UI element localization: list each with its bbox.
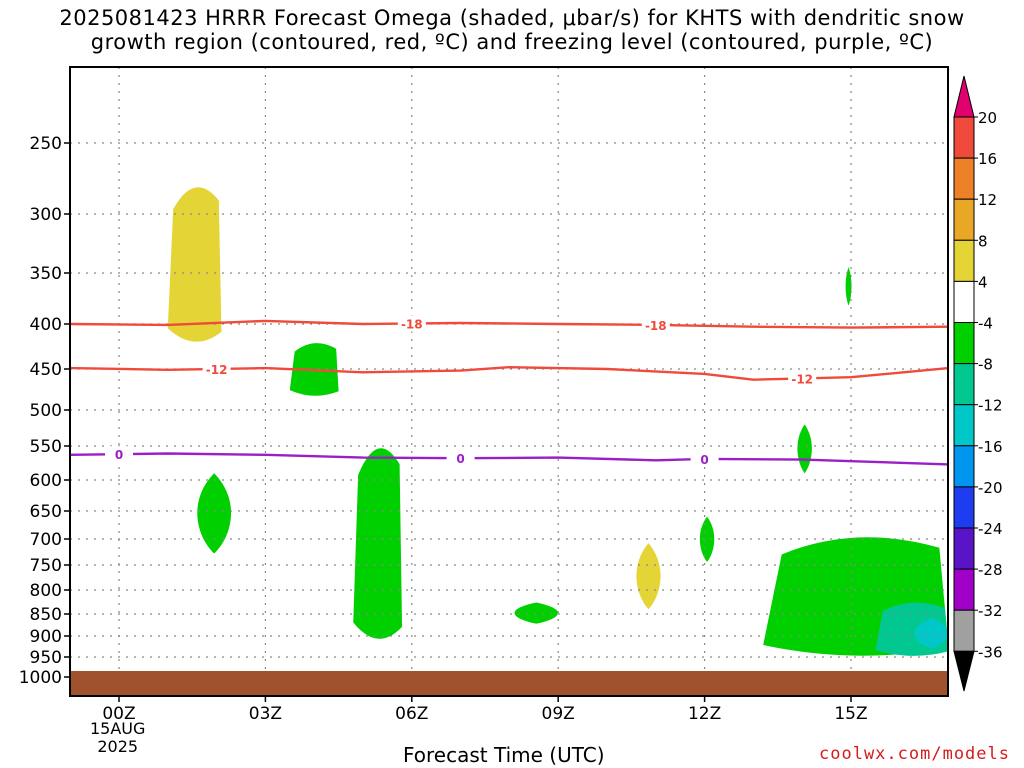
omega-region-6: [699, 516, 715, 562]
omega-region-7: [797, 424, 812, 474]
omega-region-5: [514, 602, 558, 624]
x-tick-label-12Z: 12Z: [688, 704, 721, 724]
omega-region-2: [353, 448, 403, 639]
y-tick-label-500: 500: [30, 401, 62, 421]
contour-label-bg-0-1: [641, 316, 670, 333]
colorbar-bin-9: [953, 445, 975, 488]
y-tick-label-550: 550: [30, 437, 62, 457]
colorbar-tick-label-8: -16: [978, 438, 1003, 456]
y-tick-label-300: 300: [30, 205, 62, 225]
ground-surface: [70, 671, 948, 696]
contour-label-bg-2-1: [446, 450, 475, 467]
colorbar-tick-label-1: 16: [978, 150, 997, 168]
x-tick-label-06Z: 06Z: [395, 704, 428, 724]
grid-lines: [70, 67, 948, 696]
omega-region-0: [167, 187, 222, 342]
y-tick-label-650: 650: [30, 502, 62, 522]
contour-line-2: [70, 452, 949, 466]
date-label-day: 15AUG: [90, 719, 146, 738]
y-tick-label-950: 950: [30, 648, 62, 668]
contour-label-bg-1-1: [788, 370, 817, 387]
plot-frame: [69, 66, 949, 697]
chart-title-line1: 2025081423 HRRR Forecast Omega (shaded, …: [59, 6, 965, 30]
colorbar-bottom-arrow: [953, 650, 975, 692]
temperature-contours: -18 -18 -12 -12 0 0 0: [70, 315, 949, 467]
omega-region-4: [197, 473, 232, 554]
colorbar-tick-label-2: 12: [978, 191, 997, 209]
colorbar-tick-label-6: -8: [978, 356, 993, 374]
colorbar-bin-2: [953, 157, 975, 200]
x-axis-label: Forecast Time (UTC): [403, 743, 605, 767]
x-tick-label-15Z: 15Z: [834, 704, 867, 724]
contour-line-1: [70, 366, 949, 381]
contour-label-0-1: -18: [645, 319, 667, 333]
y-tick-label-600: 600: [30, 471, 62, 491]
omega-region-1: [636, 543, 661, 610]
colorbar-tick-label-9: -20: [978, 479, 1003, 497]
colorbar-tick-label-10: -24: [978, 520, 1003, 538]
colorbar-tick-label-12: -32: [978, 602, 1003, 620]
contour-label-bg-1-0: [202, 361, 231, 377]
contour-label-2-1: 0: [456, 452, 464, 466]
date-label: 15AUG 2025: [90, 720, 145, 756]
omega-region-11: [914, 618, 949, 649]
y-tick-label-850: 850: [30, 605, 62, 625]
y-tick-label-250: 250: [30, 134, 62, 154]
colorbar-bin-11: [953, 527, 975, 570]
colorbar-bin-6: [953, 322, 975, 365]
x-tick-label-00Z: 00Z: [102, 704, 135, 724]
date-label-year: 2025: [97, 737, 139, 756]
contour-label-bg-2-2: [690, 450, 719, 467]
contour-label-2-0: 0: [115, 448, 123, 462]
colorbar-bin-8: [953, 404, 975, 447]
colorbar-tick-label-7: -12: [978, 397, 1003, 415]
y-tick-label-350: 350: [30, 264, 62, 284]
credit-link[interactable]: coolwx.com/models: [819, 744, 1010, 764]
colorbar-tick-label-4: 4: [978, 273, 988, 291]
contour-line-0: [70, 319, 949, 329]
contour-label-bg-2-0: [105, 446, 133, 463]
colorbar: 20 16 12 8 4 -4 -8 -12 -16 -20 -24 -28 -32 -36: [953, 75, 1003, 692]
colorbar-bin-12: [953, 568, 975, 611]
chart-title: 2025081423 HRRR Forecast Omega (shaded, …: [0, 6, 1024, 54]
y-tick-label-900: 900: [30, 627, 62, 647]
omega-region-8: [845, 267, 852, 306]
omega-regions: [167, 187, 949, 656]
colorbar-tick-label-11: -28: [978, 561, 1003, 579]
contour-label-1-1: -12: [791, 372, 813, 386]
contour-label-0-0: -18: [401, 317, 423, 331]
y-tick-label-750: 750: [30, 556, 62, 576]
colorbar-bin-5: [953, 280, 975, 323]
y-axis-ticks: 2503003504004505005506006507007508008509…: [19, 134, 70, 688]
y-tick-label-450: 450: [30, 360, 62, 380]
y-tick-label-400: 400: [30, 315, 62, 335]
colorbar-top-arrow: [953, 75, 975, 118]
y-tick-label-800: 800: [30, 581, 62, 601]
chart-title-line2: growth region (contoured, red, ºC) and f…: [90, 30, 934, 54]
colorbar-tick-label-3: 8: [978, 232, 988, 250]
x-axis-ticks: 00Z 03Z 06Z 09Z 12Z 15Z: [102, 696, 868, 724]
colorbar-tick-label-13: -36: [978, 643, 1003, 661]
colorbar-bin-1: [953, 116, 975, 159]
contour-label-2-2: 0: [700, 453, 708, 467]
colorbar-tick-label-0: 20: [978, 109, 997, 127]
colorbar-bin-4: [953, 239, 975, 282]
contour-label-bg-0-0: [397, 315, 426, 332]
y-tick-label-700: 700: [30, 530, 62, 550]
contour-label-1-0: -12: [206, 363, 228, 377]
x-tick-label-09Z: 09Z: [542, 704, 575, 724]
colorbar-bin-13: [953, 609, 975, 652]
colorbar-bin-7: [953, 363, 975, 406]
colorbar-bin-3: [953, 198, 975, 241]
x-tick-label-03Z: 03Z: [249, 704, 282, 724]
y-tick-label-1000: 1000: [19, 668, 62, 688]
colorbar-bin-10: [953, 486, 975, 529]
colorbar-tick-label-5: -4: [978, 315, 993, 333]
